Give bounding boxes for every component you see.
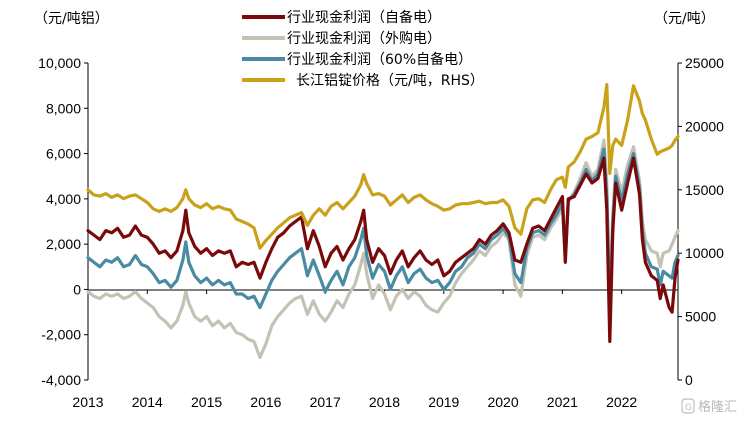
left-tick-label: 8,000 bbox=[46, 100, 81, 116]
x-tick-label: 2013 bbox=[72, 394, 103, 410]
right-tick-label: 0 bbox=[685, 372, 693, 388]
series-line-0 bbox=[86, 156, 680, 344]
right-tick-label: 15000 bbox=[685, 182, 724, 198]
x-tick-label: 2018 bbox=[369, 394, 400, 410]
watermark-text: 格隆汇 bbox=[698, 399, 737, 415]
axis-ticks: -4,000 -2,000 0 2,000 4,000 6,000 8,000 10,000 0… bbox=[38, 55, 724, 410]
watermark: G 格隆汇 bbox=[681, 398, 737, 415]
left-axis-unit: （元/吨铝） bbox=[34, 11, 109, 27]
legend-label-3: 长江铝锭价格（元/吨，RHS） bbox=[296, 73, 484, 89]
x-tick-label: 2021 bbox=[547, 394, 578, 410]
left-tick-label: -4,000 bbox=[41, 372, 81, 388]
x-tick-label: 2019 bbox=[428, 394, 459, 410]
legend-label-1: 行业现金利润（外购电） bbox=[287, 31, 441, 47]
series-line-2 bbox=[86, 147, 680, 316]
legend: 行业现金利润（自备电） 行业现金利润（外购电） 行业现金利润（60%自备电） 长江铝锭… bbox=[242, 9, 484, 89]
svg-text:G: G bbox=[685, 403, 692, 413]
right-tick-label: 20000 bbox=[685, 118, 724, 134]
x-tick-label: 2020 bbox=[487, 394, 518, 410]
x-tick-label: 2015 bbox=[191, 394, 222, 410]
x-tick-label: 2022 bbox=[606, 394, 637, 410]
series-line-1 bbox=[86, 138, 680, 359]
x-tick-label: 2016 bbox=[250, 394, 281, 410]
watermark-logo-icon bbox=[681, 398, 695, 414]
right-tick-label: 10000 bbox=[685, 245, 724, 261]
left-tick-label: 2,000 bbox=[46, 236, 81, 252]
series-line-3 bbox=[86, 83, 680, 250]
left-tick-label: 6,000 bbox=[46, 146, 81, 162]
series-lines bbox=[86, 83, 680, 359]
legend-label-0: 行业现金利润（自备电） bbox=[287, 9, 441, 26]
legend-label-2: 行业现金利润（60%自备电） bbox=[287, 51, 472, 68]
x-tick-label: 2014 bbox=[132, 394, 163, 410]
left-tick-label: 4,000 bbox=[46, 191, 81, 207]
left-tick-label: -2,000 bbox=[41, 327, 81, 343]
x-tick-label: 2017 bbox=[310, 394, 341, 410]
right-tick-label: 25000 bbox=[685, 55, 724, 71]
right-axis-unit: （元/吨） bbox=[654, 11, 715, 27]
right-tick-label: 5000 bbox=[685, 309, 716, 325]
left-tick-label: 0 bbox=[73, 281, 81, 297]
left-tick-label: 10,000 bbox=[38, 55, 81, 71]
